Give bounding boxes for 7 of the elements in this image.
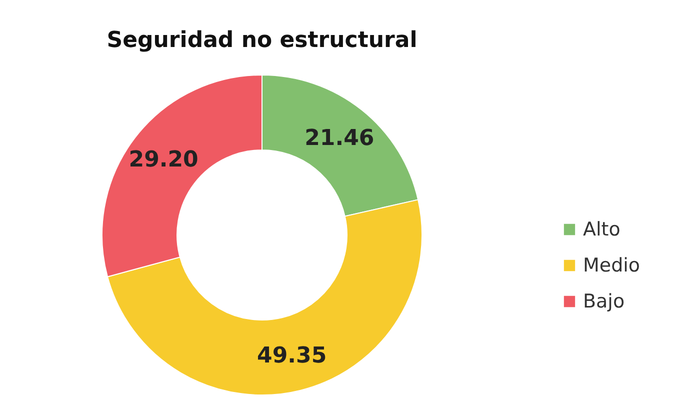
legend-label: Alto [583, 218, 620, 240]
data-label: 21.46 [304, 126, 374, 152]
data-label: 49.35 [257, 343, 327, 368]
chart-title: Seguridad no estructural [106, 28, 418, 53]
data-label: 29.20 [128, 148, 198, 173]
legend-label: Bajo [583, 290, 625, 312]
legend-label: Medio [583, 254, 640, 276]
